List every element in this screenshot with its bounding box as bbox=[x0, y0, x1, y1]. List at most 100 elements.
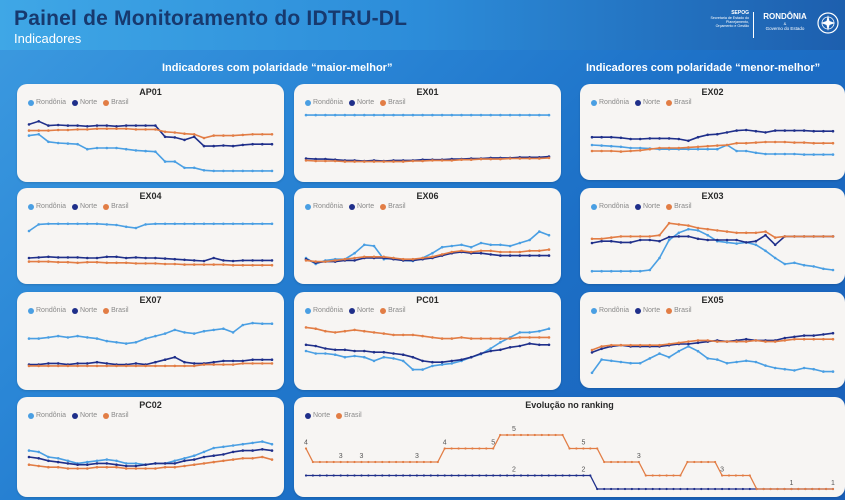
data-point-norte bbox=[479, 251, 483, 255]
data-point-brasil bbox=[783, 140, 787, 144]
data-point-rondonia bbox=[105, 339, 109, 343]
data-point-norte bbox=[183, 360, 186, 364]
data-point-brasil bbox=[392, 256, 395, 260]
data-point-rondonia bbox=[192, 222, 196, 226]
data-point-rondonia bbox=[638, 361, 642, 365]
data-point-brasil bbox=[783, 235, 787, 238]
legend-dot-icon bbox=[305, 412, 311, 419]
data-point-rondonia bbox=[173, 160, 177, 163]
series-line-rondonia bbox=[28, 133, 272, 172]
data-point-norte bbox=[822, 129, 825, 133]
data-point-brasil bbox=[764, 340, 767, 343]
data-point-rondonia bbox=[610, 269, 613, 273]
data-point-norte bbox=[173, 257, 177, 261]
data-point-brasil bbox=[658, 146, 661, 150]
legend-item-brasil: Brasil bbox=[666, 307, 692, 314]
data-point-brasil bbox=[658, 474, 661, 477]
legend-dot-icon bbox=[591, 99, 597, 106]
rank-data-label: 3 bbox=[637, 453, 641, 460]
data-point-brasil bbox=[56, 465, 60, 469]
data-point-norte bbox=[408, 474, 412, 477]
data-point-rondonia bbox=[343, 113, 347, 117]
data-point-brasil bbox=[241, 133, 245, 137]
legend-ex05: Rondônia Norte Brasil bbox=[591, 307, 692, 314]
data-point-norte bbox=[202, 144, 206, 148]
data-point-rondonia bbox=[47, 140, 50, 144]
data-point-norte bbox=[95, 360, 99, 364]
data-point-norte bbox=[395, 474, 398, 477]
data-point-rondonia bbox=[37, 133, 40, 136]
plot-rank: 4 3 3 3 4 5 5 2 5 2 3 3 1 1 bbox=[304, 426, 835, 491]
legend-dot-icon bbox=[348, 307, 355, 314]
data-point-rondonia bbox=[696, 147, 700, 151]
data-point-brasil bbox=[333, 159, 337, 163]
data-point-brasil bbox=[744, 231, 748, 235]
data-point-brasil bbox=[411, 159, 415, 163]
data-point-rondonia bbox=[124, 342, 128, 345]
data-point-brasil bbox=[538, 157, 541, 160]
data-point-norte bbox=[638, 137, 642, 141]
data-point-brasil bbox=[568, 447, 571, 450]
data-point-norte bbox=[251, 449, 254, 452]
data-point-brasil bbox=[506, 433, 509, 437]
section-title-right: Indicadores com polaridade “menor-melhor… bbox=[586, 62, 821, 74]
plot-ex06 bbox=[304, 230, 551, 266]
data-point-norte bbox=[802, 129, 806, 132]
data-point-rondonia bbox=[687, 345, 690, 348]
data-point-rondonia bbox=[192, 454, 196, 457]
data-point-norte bbox=[630, 487, 633, 491]
data-point-brasil bbox=[725, 143, 729, 147]
data-point-rondonia bbox=[372, 113, 376, 117]
data-point-rondonia bbox=[450, 113, 454, 117]
data-point-norte bbox=[144, 463, 147, 466]
legend-pc01: Rondônia Norte Brasil bbox=[305, 307, 406, 314]
legend-label: Brasil bbox=[388, 99, 406, 106]
data-point-rondonia bbox=[154, 334, 157, 338]
chart-title-ex03: EX03 bbox=[701, 191, 724, 201]
data-point-norte bbox=[222, 453, 225, 456]
data-point-rondonia bbox=[270, 222, 274, 226]
data-point-norte bbox=[105, 255, 109, 259]
data-point-norte bbox=[76, 362, 79, 365]
data-point-brasil bbox=[372, 255, 376, 259]
data-point-brasil bbox=[812, 141, 815, 145]
chart-title-ap01: AP01 bbox=[139, 87, 162, 97]
data-point-rondonia bbox=[479, 113, 483, 117]
data-point-brasil bbox=[540, 433, 543, 437]
data-point-brasil bbox=[744, 141, 748, 145]
data-point-brasil bbox=[547, 336, 551, 339]
data-point-rondonia bbox=[450, 362, 454, 365]
data-point-brasil bbox=[619, 343, 623, 347]
data-point-brasil bbox=[144, 364, 147, 368]
data-point-rondonia bbox=[27, 449, 31, 452]
data-point-rondonia bbox=[372, 244, 376, 248]
data-point-brasil bbox=[144, 128, 147, 131]
legend-label: Norte bbox=[79, 412, 98, 419]
legend-dot-icon bbox=[103, 307, 110, 314]
data-point-rondonia bbox=[822, 153, 825, 156]
state-seal-icon bbox=[817, 12, 839, 34]
data-point-brasil bbox=[485, 447, 488, 450]
data-point-rondonia bbox=[144, 223, 147, 226]
data-point-norte bbox=[693, 487, 696, 491]
data-point-rondonia bbox=[802, 366, 806, 370]
data-point-norte bbox=[304, 157, 308, 160]
data-point-brasil bbox=[124, 261, 128, 265]
data-point-rondonia bbox=[66, 142, 70, 145]
series-line-brasil bbox=[28, 456, 273, 470]
legend-item-norte: Norte bbox=[71, 307, 97, 314]
data-point-norte bbox=[332, 474, 335, 477]
data-point-rondonia bbox=[86, 336, 89, 339]
legend-label: Rondônia bbox=[36, 307, 66, 314]
data-point-brasil bbox=[831, 337, 835, 341]
series-line-brasil bbox=[592, 141, 833, 153]
data-point-brasil bbox=[735, 231, 738, 235]
data-point-rondonia bbox=[47, 336, 50, 339]
data-point-rondonia bbox=[231, 444, 235, 447]
legend-dot-icon bbox=[305, 99, 311, 106]
data-point-brasil bbox=[241, 362, 245, 365]
data-point-brasil bbox=[192, 263, 196, 266]
data-point-norte bbox=[381, 474, 384, 477]
legend-label: Norte bbox=[79, 203, 98, 210]
legend-pc02: Rondônia Norte Brasil bbox=[28, 412, 129, 419]
